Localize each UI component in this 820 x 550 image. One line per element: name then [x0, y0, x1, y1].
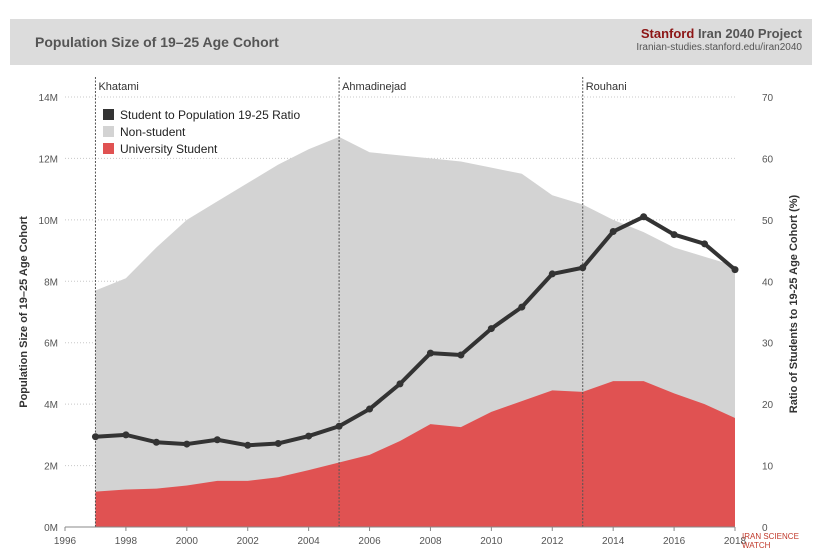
brand-title: Stanford Iran 2040 Project	[636, 26, 802, 41]
area-series	[95, 136, 736, 527]
axes: 0M 2M 4M 6M 8M 10M 12M 14M 0 10 20 30 40 50 60 70 1996 19…	[18, 93, 800, 547]
y-right-axis-title: Ratio of Students to 19-25 Age Cohort (%…	[788, 194, 800, 413]
ratio-point	[213, 436, 221, 444]
y-tick-label: 4M	[44, 400, 58, 411]
y-right-tick-label: 60	[762, 154, 774, 165]
brand-stanford: Stanford	[640, 26, 695, 41]
university-student-area	[95, 381, 736, 527]
y-tick-label: 0M	[44, 523, 58, 534]
ratio-point	[487, 325, 495, 333]
watermark-text: IRAN SCIENCE WATCH	[742, 532, 799, 550]
period-label: Ahmadinejad	[342, 81, 406, 93]
y-tick-label: 6M	[44, 339, 58, 350]
period-label: Khatami	[98, 81, 138, 93]
legend-label: Student to Population 19-25 Ratio	[120, 108, 300, 122]
y-right-tick-label: 50	[762, 216, 774, 227]
x-tick-label: 2010	[480, 536, 503, 547]
ratio-point	[152, 438, 160, 446]
ratio-point	[183, 440, 191, 448]
x-tick-label: 1996	[54, 536, 77, 547]
x-tick-label: 2002	[237, 536, 260, 547]
y-axis-title: Population Size of 19–25 Age Cohort	[18, 216, 30, 408]
ratio-point	[396, 380, 404, 388]
y-right-tick-label: 30	[762, 339, 774, 350]
x-tick-label: 2018	[724, 536, 747, 547]
legend-swatch	[103, 143, 114, 154]
legend-label: University Student	[120, 142, 218, 156]
ratio-point	[518, 303, 526, 311]
x-tick-label: 2016	[663, 536, 686, 547]
y-right-tick-label: 40	[762, 277, 774, 288]
ratio-point	[640, 213, 648, 221]
brand-url: Iranian-studies.stanford.edu/iran2040	[636, 42, 802, 53]
ratio-point	[457, 351, 465, 359]
ratio-point	[670, 231, 678, 239]
ratio-line-series	[91, 213, 739, 449]
ratio-point	[91, 433, 99, 441]
ratio-point	[122, 431, 130, 439]
y-right-tick-label: 20	[762, 400, 774, 411]
ratio-point	[731, 266, 739, 274]
ratio-point	[548, 270, 556, 278]
x-tick-label: 2006	[358, 536, 381, 547]
period-markers: Khatami Ahmadinejad Rouhani	[94, 77, 627, 527]
ratio-point	[426, 349, 434, 357]
brand-project: Iran 2040 Project	[697, 26, 802, 41]
legend-label: Non-student	[120, 125, 186, 139]
ratio-point	[244, 441, 252, 449]
ratio-point	[579, 264, 587, 272]
chart-title: Population Size of 19–25 Age Cohort	[35, 34, 279, 50]
ratio-point	[335, 422, 343, 430]
x-tick-label: 2014	[602, 536, 625, 547]
legend-swatch	[103, 126, 114, 137]
y-tick-label: 12M	[39, 154, 58, 165]
brand-block: Stanford Iran 2040 Project Iranian-studi…	[636, 26, 802, 53]
y-tick-label: 8M	[44, 277, 58, 288]
x-tick-label: 2004	[298, 536, 321, 547]
period-label: Rouhani	[586, 81, 627, 93]
ratio-point	[305, 432, 313, 440]
y-tick-label: 10M	[39, 216, 58, 227]
y-tick-label: 2M	[44, 462, 58, 473]
ratio-point	[701, 240, 709, 248]
y-right-tick-label: 10	[762, 462, 774, 473]
y-right-tick-label: 70	[762, 93, 774, 104]
y-tick-label: 14M	[39, 93, 58, 104]
x-tick-label: 2008	[419, 536, 442, 547]
ratio-line	[95, 214, 737, 448]
x-tick-label: 2012	[541, 536, 564, 547]
x-tick-label: 1998	[115, 536, 138, 547]
legend-swatch	[103, 109, 114, 120]
ratio-point	[366, 405, 374, 413]
ratio-point	[274, 439, 282, 447]
ratio-point	[609, 228, 617, 236]
chart-legend: Student to Population 19-25 Ratio Non-stu…	[103, 108, 300, 156]
x-tick-label: 2000	[176, 536, 199, 547]
chart-header: Population Size of 19–25 Age Cohort Stan…	[10, 19, 812, 65]
y-right-tick-label: 0	[762, 523, 768, 534]
